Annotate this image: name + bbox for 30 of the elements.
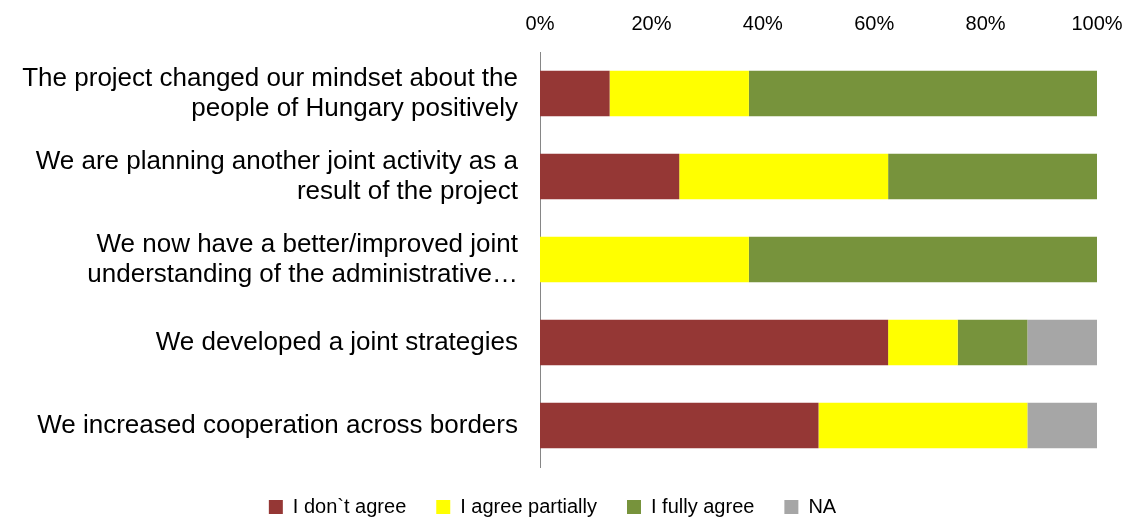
bar [540, 236, 749, 283]
y-tick-label: The project changed our mindset about the people of Hungary positively [22, 61, 518, 122]
x-tick-label: 80% [965, 11, 1006, 34]
bar [888, 319, 958, 366]
x-tick-label: 20% [631, 11, 672, 34]
bar [540, 319, 889, 366]
y-tick-label: We are planning another joint activity as a result of the project [35, 144, 519, 205]
legend-label: I don`t agree [292, 494, 407, 517]
legend-label: I fully agree [650, 494, 755, 517]
x-tick-label: 60% [854, 11, 895, 34]
bar [1027, 319, 1097, 366]
bar [609, 70, 749, 117]
bar [957, 319, 1028, 366]
x-tick-label: 100% [1071, 11, 1123, 34]
bar [540, 153, 680, 200]
bar [818, 402, 1028, 449]
bar [540, 402, 819, 449]
bar [1027, 402, 1097, 449]
y-tick-label: We increased cooperation across borders [37, 408, 518, 439]
x-tick-label: 40% [742, 11, 784, 34]
x-tick-label: 0% [525, 11, 555, 34]
bar [679, 153, 889, 200]
bar [888, 153, 1097, 200]
y-tick-label: We developed a joint strategies [155, 325, 518, 356]
legend-label: NA [808, 494, 837, 517]
bar [748, 70, 1097, 117]
y-tick-label: We now have a better/improved joint understanding of the administrative… [87, 227, 519, 288]
bar [540, 70, 610, 117]
legend-label: I agree partially [460, 494, 597, 517]
bar [748, 236, 1097, 283]
